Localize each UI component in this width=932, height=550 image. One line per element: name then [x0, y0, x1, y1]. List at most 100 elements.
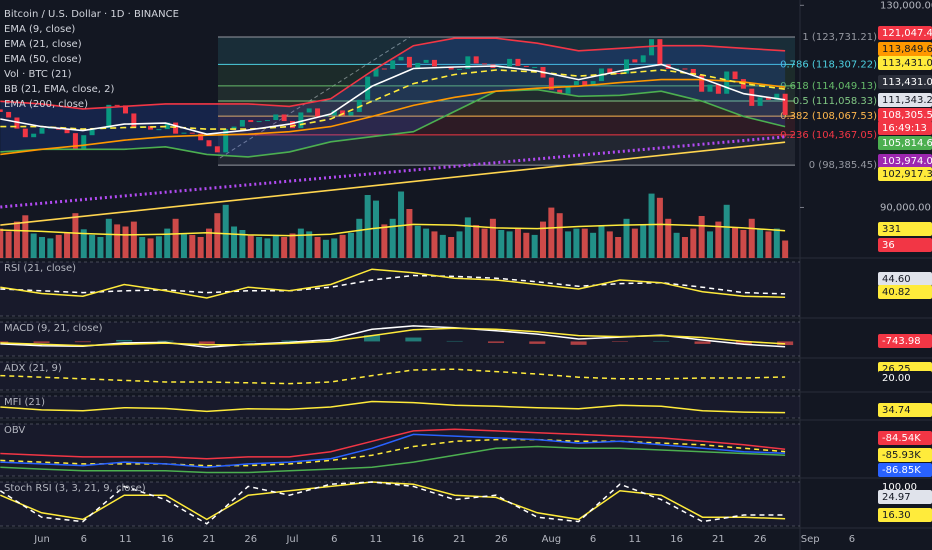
volume-bar — [590, 232, 597, 258]
ema-9 — [0, 63, 786, 136]
volume-bar — [673, 232, 680, 258]
volume-bar — [214, 213, 221, 258]
candle — [582, 81, 588, 86]
volume-bar — [598, 225, 605, 258]
macd-histogram — [198, 341, 215, 344]
pane-title: MFI (21) — [4, 397, 45, 408]
volume-bar — [481, 228, 488, 258]
volume-bar — [47, 238, 54, 258]
candle — [164, 122, 170, 130]
candle — [281, 114, 287, 122]
price-badge-label: 113,431.03 — [882, 58, 932, 69]
pane-title: MACD (9, 21, close) — [4, 323, 103, 334]
candle — [298, 112, 304, 129]
candle — [640, 55, 646, 63]
price-badge-label: 36 — [882, 240, 895, 251]
indicator-label: Vol · BTC (21) — [4, 69, 72, 80]
macd-histogram — [33, 341, 50, 343]
candle — [548, 77, 554, 90]
macd-histogram — [487, 341, 504, 343]
volume-bar — [64, 232, 71, 258]
volume-bar — [130, 221, 137, 258]
volume-bar — [139, 237, 146, 258]
candle — [131, 113, 137, 128]
candle — [181, 132, 187, 134]
volume-bar — [239, 230, 246, 258]
candle — [682, 68, 688, 70]
volume-bar — [114, 224, 121, 258]
macd-histogram — [529, 341, 546, 344]
candle — [22, 128, 28, 138]
candle — [523, 65, 529, 67]
volume-bar — [256, 237, 263, 258]
volume-bar — [414, 225, 421, 258]
macd-histogram — [735, 341, 752, 345]
volume-bar — [247, 235, 254, 258]
volume-bar — [222, 204, 229, 258]
price-badge-label: 26.25 — [882, 364, 911, 375]
volume-bar — [648, 193, 655, 258]
price-badge — [878, 75, 932, 89]
macd-histogram — [777, 341, 794, 346]
volume-bar — [573, 228, 580, 258]
price-badge — [878, 56, 932, 70]
candle — [381, 68, 387, 70]
time-label: 26 — [495, 534, 508, 545]
candle — [315, 108, 321, 117]
time-label: Aug — [542, 534, 562, 545]
pane-title: Stoch RSI (3, 3, 21, 9, close) — [4, 483, 146, 494]
candle — [624, 59, 629, 74]
time-label: 16 — [161, 534, 174, 545]
volume-bar — [331, 238, 338, 258]
volume-bar — [523, 232, 530, 258]
indicator-label: EMA (50, close) — [4, 54, 82, 65]
price-badge-label: 16:49:13 — [882, 123, 927, 134]
candle — [206, 140, 212, 147]
candle — [565, 85, 571, 94]
volume-bar — [89, 234, 96, 258]
fib-zone — [218, 36, 795, 65]
volume-bar — [540, 221, 546, 258]
volume-bar — [13, 221, 20, 258]
candle — [239, 120, 245, 127]
candle — [707, 84, 713, 92]
time-label: 11 — [628, 534, 641, 545]
volume-bar — [665, 218, 672, 258]
volume-bar — [39, 237, 45, 258]
price-badge — [878, 136, 932, 150]
indicator-line — [0, 268, 786, 299]
candle — [223, 129, 229, 153]
price-badge-label: 105,814.64 — [882, 138, 932, 149]
candle — [431, 59, 437, 67]
candle — [306, 108, 312, 113]
pane-band — [0, 362, 800, 390]
indicator-line — [0, 481, 786, 521]
candle — [72, 133, 78, 150]
bb-upper — [0, 37, 786, 110]
volume-bar — [172, 218, 179, 258]
price-badge-label: 40.82 — [882, 287, 911, 298]
price-badge — [878, 272, 932, 286]
price-badge — [878, 108, 932, 122]
price-badge-label: -85.93K — [882, 450, 921, 461]
volume-bar — [0, 228, 4, 258]
macd-histogram — [570, 341, 587, 345]
volume-bar — [314, 237, 321, 258]
volume-bar — [782, 240, 789, 258]
candle — [106, 104, 112, 129]
volume-bar — [631, 228, 638, 258]
candle — [231, 126, 237, 130]
volume-ma — [0, 223, 786, 237]
fib-label: 0 (98,385.45) — [809, 160, 877, 171]
price-badge-label: 103,974.03 — [882, 156, 932, 167]
candle — [39, 128, 45, 134]
volume-bar — [606, 231, 613, 258]
candle — [248, 120, 254, 123]
volume-bar — [431, 231, 438, 258]
volume-bar — [615, 237, 622, 258]
time-label: 21 — [712, 534, 725, 545]
price-badge-label: -86.85K — [882, 465, 921, 476]
indicator-line — [0, 445, 786, 474]
pane-band — [0, 396, 800, 418]
price-badge-label: 113,849.61 — [882, 44, 932, 55]
